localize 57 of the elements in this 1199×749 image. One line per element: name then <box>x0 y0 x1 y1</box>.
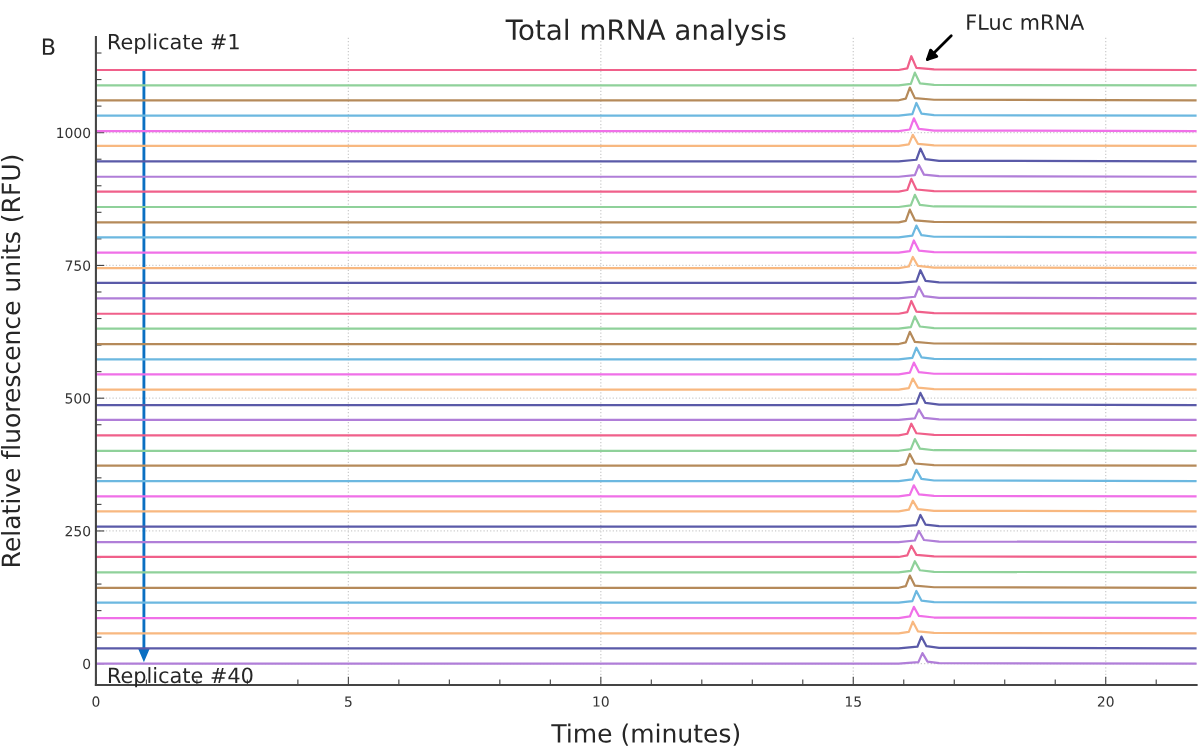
annotation: Replicate #40 <box>108 667 253 688</box>
line-series <box>95 315 1197 330</box>
line-series <box>95 101 1197 117</box>
x-tick-label: 0 <box>92 696 100 707</box>
line-series <box>95 529 1197 544</box>
line-series <box>95 635 1197 650</box>
line-series <box>95 346 1197 361</box>
line-series <box>95 484 1197 498</box>
y-tick-label: 1000 <box>57 127 91 139</box>
y-tick-label: 0 <box>83 658 91 670</box>
line-series <box>95 239 1197 254</box>
line-series <box>95 71 1197 87</box>
line-series <box>95 620 1197 635</box>
text: B <box>42 38 55 55</box>
x-tick-label: 10 <box>593 696 609 707</box>
annotation: Replicate #1 <box>108 33 239 54</box>
line-series <box>95 544 1197 559</box>
x-tick-label: 15 <box>845 696 861 707</box>
line-series <box>95 208 1197 224</box>
y-tick-label: 500 <box>65 393 91 404</box>
y-axis-title: Relative fluorescence units (RFU) <box>0 155 24 566</box>
line-series <box>95 513 1197 528</box>
chart-title: Total mRNA analysis <box>505 18 786 46</box>
text: FLuc mRNA <box>967 14 1085 31</box>
x-tick-label: 20 <box>1097 696 1114 707</box>
line-series <box>95 574 1197 589</box>
line-series <box>95 377 1197 391</box>
y-tick-label: 750 <box>65 260 91 271</box>
line-series <box>95 133 1197 148</box>
line-series <box>95 285 1197 300</box>
line-series <box>95 605 1197 620</box>
line-series <box>95 422 1197 437</box>
line-series <box>95 437 1197 452</box>
line-series <box>95 391 1197 407</box>
line-series <box>95 269 1197 285</box>
line-series <box>95 468 1197 483</box>
line-series <box>95 224 1197 239</box>
line-series <box>95 361 1197 376</box>
line-series <box>95 299 1197 315</box>
line-series <box>95 177 1197 193</box>
line-series <box>95 86 1197 102</box>
x-axis-title: Time (minutes) <box>551 723 740 746</box>
line-series <box>95 589 1197 604</box>
line-series <box>95 163 1197 178</box>
line-series <box>95 330 1197 346</box>
line-series <box>95 452 1197 467</box>
line-series <box>95 560 1197 574</box>
line-series <box>95 147 1197 163</box>
x-tick-label: 5 <box>345 696 352 707</box>
y-tick-label: 250 <box>65 525 91 537</box>
line-series <box>95 651 1197 665</box>
line-series <box>95 193 1197 209</box>
line-series <box>95 255 1197 270</box>
line-series <box>95 499 1197 513</box>
line-series <box>95 408 1197 422</box>
line-series <box>95 117 1197 133</box>
line-series <box>95 55 1197 72</box>
